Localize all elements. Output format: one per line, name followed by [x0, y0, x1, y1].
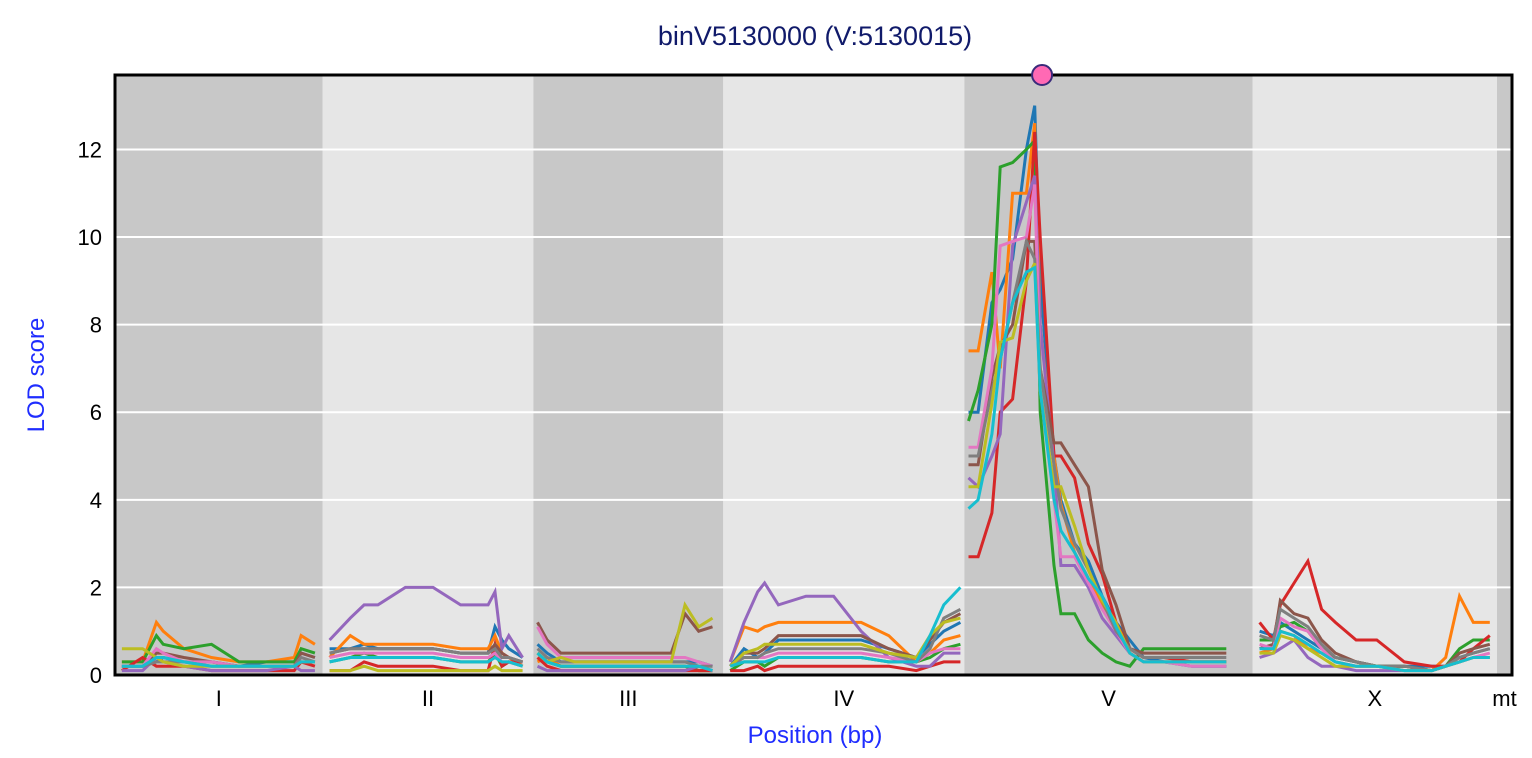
y-tick-8: 8	[90, 313, 102, 338]
chromosome-bands	[115, 75, 1512, 675]
chr-label-mt: mt	[1492, 686, 1516, 711]
line-s7-chr-III	[536, 626, 713, 668]
line-s10-chr-X	[1259, 629, 1490, 673]
line-s10-chr-III	[536, 651, 713, 673]
band-chr-X	[1252, 75, 1497, 675]
line-s10-chr-IV	[729, 586, 962, 668]
band-chr-III	[533, 75, 724, 675]
line-s8-chr-X	[1259, 606, 1491, 673]
chr-label-X: X	[1368, 686, 1383, 711]
line-s4-chr-II	[329, 638, 523, 673]
line-s6-chr-IV	[729, 612, 962, 668]
chart-title: binV5130000 (V:5130015)	[658, 21, 972, 51]
chr-label-I: I	[216, 686, 222, 711]
line-s10-chr-II	[329, 655, 524, 668]
line-s5-chr-II	[328, 585, 524, 659]
chr-label-V: V	[1101, 686, 1116, 711]
y-tick-labels: 0 2 4 6 8 10 12	[78, 137, 102, 688]
line-s2-chr-I	[121, 619, 316, 664]
band-chr-V	[964, 75, 1253, 675]
line-s8-chr-IV	[729, 607, 962, 668]
marker-dot[interactable]	[1031, 64, 1054, 86]
line-s5-chr-IV	[728, 580, 961, 668]
y-tick-10: 10	[78, 225, 102, 250]
band-chr-mt	[1496, 75, 1512, 675]
y-axis-label: LOD score	[23, 318, 50, 433]
band-chr-IV	[723, 75, 965, 675]
line-s3-chr-I	[121, 632, 316, 664]
y-tick-0: 0	[90, 663, 102, 688]
lod-lines	[121, 105, 1491, 673]
chr-label-IV: IV	[833, 686, 854, 711]
gridlines	[115, 148, 1512, 589]
line-s9-chr-II	[329, 664, 523, 673]
line-s3-chr-V	[967, 137, 1227, 668]
line-s10-chr-I	[121, 656, 315, 668]
band-chr-II	[322, 75, 534, 675]
line-s5-chr-III	[536, 664, 713, 673]
line-s10-chr-V	[967, 265, 1227, 664]
line-s6-chr-III	[536, 610, 713, 655]
marker-group[interactable]	[1031, 64, 1054, 86]
x-axis-label: Position (bp)	[748, 722, 883, 749]
plot-frame	[113, 73, 1514, 677]
y-tick-6: 6	[90, 400, 102, 425]
line-s9-chr-III	[536, 601, 714, 664]
y-tick-4: 4	[90, 488, 102, 513]
chr-label-II: II	[422, 686, 434, 711]
line-s8-chr-II	[329, 646, 524, 664]
band-chr-I	[115, 75, 323, 675]
y-tick-2: 2	[90, 575, 102, 600]
y-tick-12: 12	[78, 137, 102, 162]
chr-label-III: III	[619, 686, 637, 711]
